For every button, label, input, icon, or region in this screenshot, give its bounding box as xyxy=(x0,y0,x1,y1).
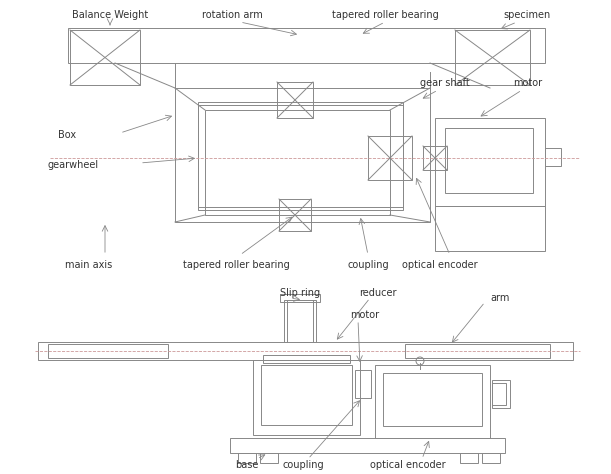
Bar xyxy=(48,344,168,358)
Bar xyxy=(368,136,412,180)
Text: motor: motor xyxy=(351,310,379,320)
Bar xyxy=(435,118,545,206)
Bar xyxy=(405,344,550,358)
Text: gearwheel: gearwheel xyxy=(47,160,98,170)
Bar xyxy=(435,206,545,251)
Text: optical encoder: optical encoder xyxy=(402,260,478,270)
Text: coupling: coupling xyxy=(282,460,324,470)
Text: Box: Box xyxy=(58,130,76,140)
Text: coupling: coupling xyxy=(348,260,390,270)
Bar xyxy=(277,82,313,118)
Bar xyxy=(261,365,352,425)
Bar xyxy=(260,453,278,463)
Bar xyxy=(460,453,478,463)
Text: reducer: reducer xyxy=(359,288,397,298)
Bar xyxy=(280,294,320,302)
Bar xyxy=(284,300,316,342)
Bar xyxy=(198,105,403,210)
Bar xyxy=(198,102,403,207)
Bar xyxy=(482,453,500,463)
Bar xyxy=(287,300,313,342)
Text: arm: arm xyxy=(490,293,510,303)
Bar xyxy=(455,30,530,85)
Bar xyxy=(492,380,510,408)
Text: optical encoder: optical encoder xyxy=(370,460,446,470)
Text: base: base xyxy=(235,460,258,470)
Text: tapered roller bearing: tapered roller bearing xyxy=(183,260,290,270)
Text: motor: motor xyxy=(513,78,543,88)
Text: rotation arm: rotation arm xyxy=(202,10,262,20)
Bar xyxy=(205,110,390,215)
Bar xyxy=(253,360,360,435)
Text: specimen: specimen xyxy=(503,10,551,20)
Text: tapered roller bearing: tapered roller bearing xyxy=(332,10,438,20)
Bar xyxy=(375,365,490,438)
Bar xyxy=(263,355,350,363)
Text: gear shaft: gear shaft xyxy=(420,78,470,88)
Bar xyxy=(355,370,371,398)
Bar xyxy=(38,342,573,360)
Text: Balance Weight: Balance Weight xyxy=(72,10,148,20)
Bar xyxy=(230,438,505,453)
Bar xyxy=(279,199,311,231)
Bar xyxy=(492,383,506,405)
Bar xyxy=(68,28,545,63)
Bar xyxy=(70,30,140,85)
Text: main axis: main axis xyxy=(65,260,112,270)
Bar xyxy=(423,146,447,170)
Bar xyxy=(175,88,430,222)
Bar xyxy=(445,128,533,193)
Bar xyxy=(383,373,482,426)
Bar xyxy=(238,453,256,463)
Text: Slip ring: Slip ring xyxy=(280,288,320,298)
Bar xyxy=(545,148,561,166)
